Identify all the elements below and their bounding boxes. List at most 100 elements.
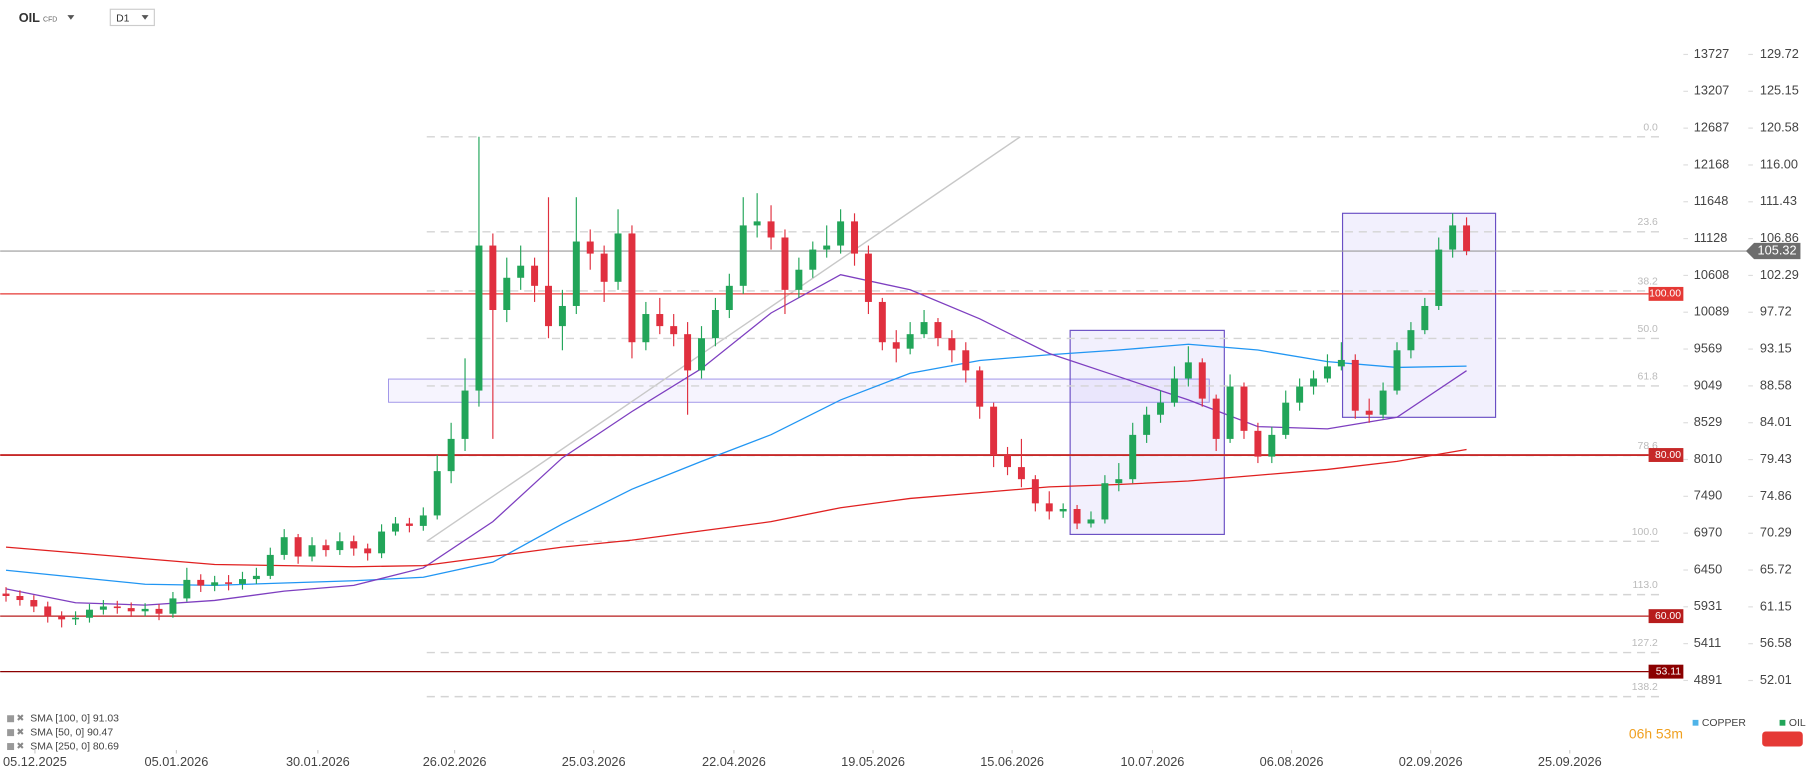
level-label: 100.00 [1649, 289, 1681, 300]
candle-body [948, 338, 956, 351]
y-tick-label: 102.29 [1760, 267, 1799, 282]
candle-body [1143, 414, 1151, 435]
sma-icon [7, 729, 15, 737]
candle-body [739, 225, 747, 286]
candle-body [1031, 479, 1039, 504]
candle-body [1087, 519, 1095, 524]
timeframe-box[interactable] [109, 8, 155, 27]
drawings [388, 136, 1497, 542]
trade-button[interactable] [1762, 731, 1803, 747]
sma-legend: SMA [250, 0] 80.69 [30, 741, 119, 752]
candle-body [823, 245, 831, 250]
fib-label: 23.6 [1638, 217, 1658, 228]
candle-body [252, 575, 260, 580]
candle-body [1059, 508, 1067, 512]
candle-body [670, 326, 678, 335]
fib-label: 78.6 [1638, 441, 1658, 452]
sma-line [5, 343, 1467, 587]
candle-body [531, 265, 539, 286]
sma-icon [7, 715, 15, 723]
candle-body [280, 537, 288, 555]
sma-line [5, 274, 1467, 606]
legend-label: OIL [1789, 718, 1806, 729]
candle-body [767, 221, 775, 238]
candle-body [113, 606, 121, 609]
y2-tick-label: 11648 [1694, 193, 1729, 208]
y2-tick-label: 9049 [1694, 377, 1722, 392]
candle-body [419, 515, 427, 526]
candle-body [1170, 378, 1178, 403]
sma-legend: SMA [50, 0] 90.47 [30, 727, 113, 738]
x-tick-label: 25.03.2026 [562, 754, 626, 769]
candle-body [392, 523, 399, 532]
candle-body [864, 253, 872, 302]
fib-label: 38.2 [1638, 276, 1658, 287]
fib-label: 127.2 [1632, 638, 1658, 649]
candle-body [600, 253, 608, 282]
candle-body [308, 545, 316, 557]
candle-body [294, 537, 302, 557]
legend-swatch [1779, 719, 1786, 726]
last-price-tag [1745, 242, 1801, 260]
candle-body [837, 221, 845, 246]
symbol[interactable]: OIL [19, 10, 40, 25]
candle-body [155, 608, 163, 614]
y-tick-label: 84.01 [1760, 414, 1792, 429]
y2-tick-label: 8010 [1694, 451, 1722, 466]
y-tick-label: 65.72 [1760, 561, 1792, 576]
candle-body [1435, 249, 1443, 306]
candle-body [350, 541, 358, 549]
candle-body [322, 545, 330, 551]
candle-body [725, 285, 733, 310]
candle-body [656, 314, 664, 327]
y2-tick-label: 13207 [1694, 83, 1729, 98]
candle-body [30, 600, 38, 607]
candle-body [976, 370, 984, 407]
x-tick-label: 05.01.2026 [144, 754, 208, 769]
y-tick-label: 70.29 [1760, 525, 1792, 540]
y-tick-label: 93.15 [1760, 340, 1792, 355]
candle-body [2, 593, 10, 596]
candle-body [711, 309, 719, 339]
candle-body [378, 531, 386, 554]
candle-body [1212, 398, 1220, 439]
candle-body [614, 233, 622, 282]
timer: 06h 53m [1629, 726, 1683, 742]
candle-body [239, 579, 246, 584]
candle-body [572, 241, 580, 306]
candle-body [906, 334, 914, 349]
y2-tick-label: 7490 [1694, 488, 1722, 503]
y2-tick-label: 6970 [1694, 525, 1722, 540]
y2-tick-label: 4891 [1694, 672, 1722, 687]
candle-body [127, 608, 135, 612]
candle-body [781, 237, 789, 290]
zone-band[interactable] [388, 378, 1210, 403]
x-tick-label: 22.04.2026 [702, 754, 766, 769]
x-tick-label: 02.09.2026 [1399, 754, 1463, 769]
plot: 129.72 125.15 120.58 116.00 111.43 106.86 102.… [0, 46, 1801, 769]
candle-body [1240, 386, 1248, 431]
candle-body [1323, 366, 1331, 379]
level-label: 53.11 [1656, 666, 1682, 677]
candle-body [1379, 390, 1387, 415]
instrument-type: CFD [43, 17, 57, 24]
candle-body [1017, 467, 1025, 480]
y-tick-label: 125.15 [1760, 83, 1799, 98]
x-tick-label: 19.05.2026 [841, 754, 905, 769]
dropdown-arrow [141, 15, 149, 20]
candle-body [58, 616, 66, 620]
x-tick-label: 25.09.2026 [1538, 754, 1602, 769]
candle-body [1449, 225, 1457, 250]
zone-box[interactable] [1341, 212, 1497, 418]
dropdown-arrow[interactable] [67, 15, 75, 20]
bottom-legend: COPPER OIL 06h 53m [1629, 718, 1806, 747]
candle-body [475, 245, 483, 391]
y2-tick-label: 5411 [1694, 635, 1721, 650]
candle-body [211, 582, 219, 586]
legend-swatch [1692, 719, 1699, 726]
candle-body [1310, 378, 1318, 387]
candle-body [558, 305, 566, 327]
candle-body [628, 233, 636, 343]
candle-body [85, 609, 93, 618]
candle-body [1004, 455, 1012, 468]
